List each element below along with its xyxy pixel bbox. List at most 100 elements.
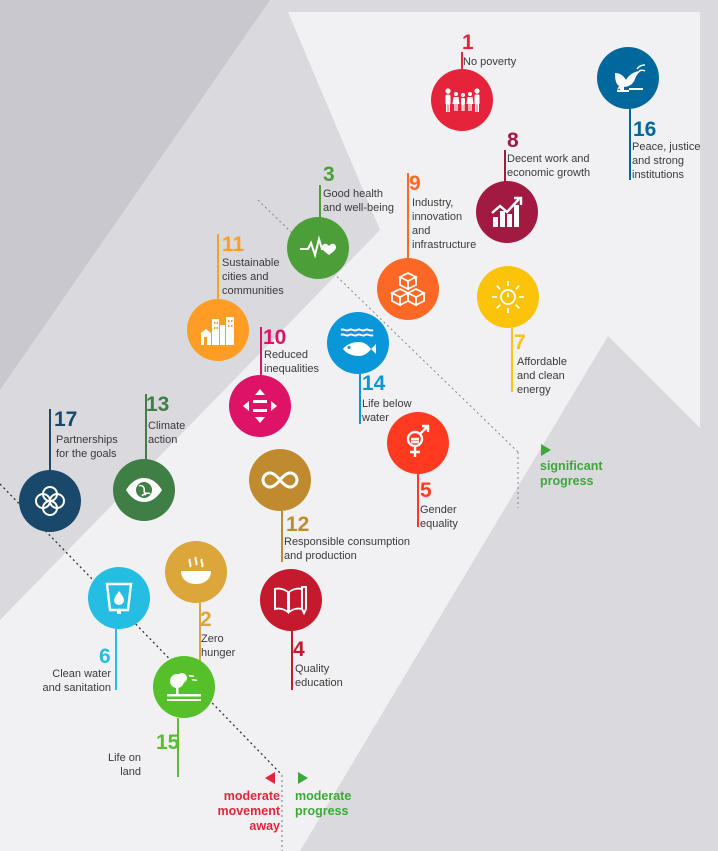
goal-label-line: Partnerships bbox=[56, 434, 118, 446]
goal-12-circle bbox=[249, 449, 311, 511]
goal-13-circle bbox=[113, 459, 175, 521]
legend-line: progress bbox=[295, 804, 349, 818]
goal-14-number: 14 bbox=[362, 372, 386, 395]
goal-label-line: land bbox=[120, 766, 141, 778]
goal-4-connector bbox=[291, 631, 293, 690]
goal-label-line: Sustainable bbox=[222, 257, 280, 269]
goal-3-number: 3 bbox=[323, 163, 335, 186]
goal-label-line: equality bbox=[420, 518, 458, 530]
goal-7-label: Affordable and clean energy bbox=[517, 355, 567, 397]
goal-11-circle bbox=[187, 299, 249, 361]
goal-3-connector bbox=[319, 185, 321, 218]
goal-7-connector bbox=[511, 328, 513, 392]
goal-label-line: education bbox=[295, 677, 343, 689]
goal-16-connector bbox=[629, 109, 631, 180]
eye-globe-icon bbox=[123, 469, 165, 511]
goal-label-line: Reduced bbox=[264, 349, 309, 361]
away-arrow-icon bbox=[265, 772, 275, 784]
goal-13-connector bbox=[145, 394, 147, 460]
goal-label-line: infrastructure bbox=[412, 239, 477, 251]
goal-15-label: Life on land bbox=[108, 751, 141, 779]
goal-label-line: Life below bbox=[362, 398, 412, 410]
dove-icon bbox=[607, 57, 649, 99]
goal-6-connector bbox=[115, 629, 117, 690]
significant-arrow-icon bbox=[541, 444, 551, 456]
goal-13-label: Climate action bbox=[148, 419, 185, 447]
equality-icon bbox=[239, 385, 281, 427]
goal-14-label: Life below water bbox=[362, 397, 412, 425]
goal-10-label: Reduced inequalities bbox=[264, 348, 319, 376]
cubes-icon bbox=[387, 268, 429, 310]
goal-label-line: Decent work and bbox=[507, 153, 590, 165]
goal-label-line: and bbox=[412, 225, 431, 237]
goal-label-line: and strong bbox=[632, 155, 684, 167]
goal-label-line: Zero bbox=[201, 633, 224, 645]
goal-4-circle bbox=[260, 569, 322, 631]
goal-label-line: water bbox=[362, 412, 389, 424]
goal-label-line: and production bbox=[284, 550, 357, 562]
goal-7-number: 7 bbox=[514, 331, 526, 354]
goal-label-line: and clean bbox=[517, 370, 565, 382]
goal-17-label: Partnerships for the goals bbox=[56, 433, 118, 461]
goal-label-line: Quality bbox=[295, 663, 330, 675]
goal-3-label: Good health and well-being bbox=[323, 187, 394, 215]
goal-8-connector bbox=[504, 150, 506, 183]
tree-icon bbox=[163, 666, 205, 708]
goal-5-connector bbox=[417, 474, 419, 527]
goal-9-connector bbox=[407, 173, 409, 258]
goal-7-circle bbox=[477, 266, 539, 328]
goal-17-circle bbox=[19, 470, 81, 532]
goal-12-label: Responsible consumption and production bbox=[284, 535, 410, 563]
goal-1-number: 1 bbox=[462, 31, 474, 54]
goal-17-connector bbox=[49, 409, 51, 470]
legend-line: significant bbox=[540, 459, 603, 473]
goal-5-number: 5 bbox=[420, 479, 432, 502]
goal-label-line: innovation bbox=[412, 211, 463, 223]
goal-label-line: No poverty bbox=[463, 56, 517, 68]
goal-17-number: 17 bbox=[54, 408, 78, 431]
goal-label-line: Gender bbox=[420, 504, 457, 516]
sun-power-icon bbox=[487, 276, 529, 318]
goal-13-number: 13 bbox=[146, 393, 170, 416]
goal-label-line: Life on bbox=[107, 752, 141, 764]
legend-line: away bbox=[249, 819, 280, 833]
goal-10-circle bbox=[229, 375, 291, 437]
goal-6-circle bbox=[88, 567, 150, 629]
goal-2-number: 2 bbox=[200, 608, 212, 631]
goal-label-line: Climate bbox=[148, 420, 186, 432]
goal-1-circle bbox=[431, 69, 493, 131]
bowl-icon bbox=[175, 551, 217, 593]
goal-label-line: cities and bbox=[222, 271, 269, 283]
book-icon bbox=[270, 579, 312, 621]
growth-chart-icon bbox=[486, 191, 528, 233]
goal-4-label: Quality education bbox=[295, 662, 343, 690]
fish-icon bbox=[337, 322, 379, 364]
goal-label-line: and sanitation bbox=[42, 682, 112, 694]
goal-6-label: Clean water and sanitation bbox=[43, 667, 112, 695]
goal-3-circle bbox=[287, 217, 349, 279]
goal-16-number: 16 bbox=[633, 118, 657, 141]
goal-label-line: economic growth bbox=[507, 167, 591, 179]
legend-line: moderate bbox=[223, 789, 280, 803]
goal-10-connector bbox=[260, 327, 262, 376]
goal-6-number: 6 bbox=[99, 645, 111, 668]
goal-label-line: Good health bbox=[323, 188, 383, 200]
legend-line: progress bbox=[540, 474, 594, 488]
goal-label-line: Affordable bbox=[517, 356, 567, 368]
goal-5-label: Gender equality bbox=[420, 503, 458, 531]
goal-label-line: and well-being bbox=[323, 202, 394, 214]
goal-11-label: Sustainable cities and communities bbox=[222, 256, 284, 298]
heartbeat-icon bbox=[297, 227, 339, 269]
goal-8-number: 8 bbox=[507, 129, 519, 152]
goal-5-circle bbox=[387, 412, 449, 474]
goal-14-circle bbox=[327, 312, 389, 374]
goal-15-connector bbox=[177, 718, 179, 777]
goal-1-connector bbox=[461, 52, 463, 70]
goal-1-label: No poverty bbox=[463, 55, 516, 69]
goal-label-line: energy bbox=[517, 384, 551, 396]
goal-9-label: Industry, innovation and infrastructure bbox=[412, 196, 476, 252]
goal-label-line: Clean water bbox=[52, 668, 111, 680]
legend-line: movement bbox=[217, 804, 280, 818]
goal-8-circle bbox=[476, 181, 538, 243]
